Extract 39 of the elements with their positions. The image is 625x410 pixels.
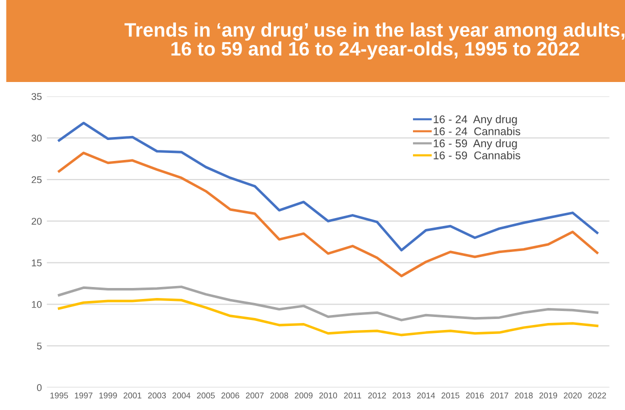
line-series bbox=[58, 298, 598, 336]
chart-title: Trends in ‘any drug’ use in the last year among adults, 16 to 59 and 16 to 24-year-olds, 1995 to 2022 bbox=[124, 22, 624, 60]
x-tick-label: 2008 bbox=[270, 392, 288, 398]
x-tick-label: 2001 bbox=[124, 392, 142, 398]
x-tick-label: 2015 bbox=[442, 392, 460, 398]
x-tick-label: 2016 bbox=[466, 392, 484, 398]
x-tick-label: 2019 bbox=[539, 392, 558, 398]
x-tick-label: 2012 bbox=[368, 392, 386, 398]
x-tick-label: 2020 bbox=[564, 392, 582, 398]
y-tick-label: 5 bbox=[36, 342, 42, 350]
y-tick-label: 10 bbox=[32, 301, 42, 308]
x-tick-label: 2003 bbox=[148, 392, 166, 398]
x-tick-label: 2013 bbox=[392, 392, 410, 398]
x-tick-label: 1999 bbox=[99, 392, 117, 398]
y-tick-label: 35 bbox=[32, 93, 42, 100]
x-tick-label: 2007 bbox=[246, 392, 264, 398]
x-tick-label: 2004 bbox=[172, 392, 190, 398]
y-tick-label: 0 bbox=[36, 384, 42, 392]
line-series bbox=[58, 286, 598, 322]
y-tick-label: 25 bbox=[32, 176, 42, 184]
y-tick-label: 20 bbox=[32, 218, 42, 225]
x-tick-label: 2010 bbox=[319, 392, 338, 398]
y-tick-label: 30 bbox=[32, 134, 42, 142]
x-tick-label: 2017 bbox=[490, 392, 508, 398]
line-series bbox=[58, 152, 598, 278]
x-tick-label: 2011 bbox=[344, 392, 362, 398]
x-tick-label: 2018 bbox=[514, 392, 533, 398]
x-tick-label: 1997 bbox=[74, 392, 92, 398]
x-tick-label: 1995 bbox=[50, 392, 68, 398]
x-tick-label: 2014 bbox=[417, 392, 435, 398]
x-tick-label: 2006 bbox=[221, 392, 240, 398]
x-tick-label: 2022 bbox=[588, 392, 606, 398]
legend-label: 16 - 59 Cannabis bbox=[434, 151, 520, 160]
x-tick-label: 2005 bbox=[196, 392, 215, 398]
legend-label: 16 - 59 Any drug bbox=[434, 139, 517, 150]
y-tick-label: 15 bbox=[32, 260, 42, 266]
x-tick-label: 2009 bbox=[294, 392, 313, 398]
legend-label: 16 - 24 Cannabis bbox=[434, 127, 520, 136]
legend-label: 16 - 24 Any drug bbox=[434, 115, 517, 126]
